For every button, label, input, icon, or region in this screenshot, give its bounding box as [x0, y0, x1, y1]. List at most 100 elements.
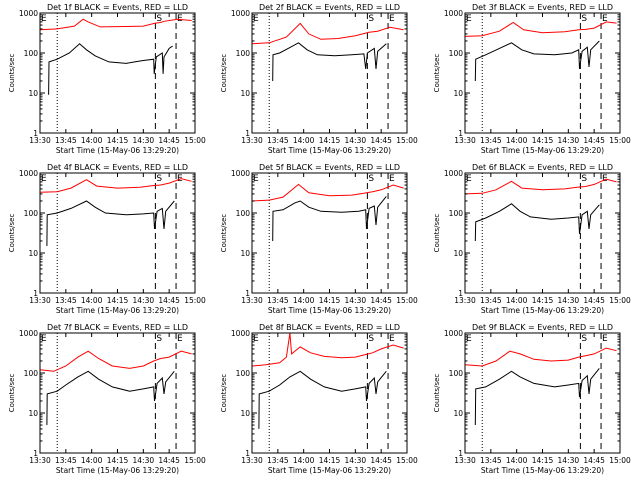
- y-tick-label: 1: [245, 289, 250, 298]
- series-line-lld: [251, 183, 404, 202]
- x-tick-label: 15:00: [396, 136, 418, 145]
- panel-title: Det 7f BLACK = Events, RED = LLD: [47, 323, 188, 332]
- series-line-lld: [464, 347, 617, 367]
- y-axis-label: Counts/sec: [433, 54, 441, 93]
- marker-label: S: [156, 334, 162, 344]
- series-line-lld: [39, 350, 192, 372]
- x-tick-label: 13:30: [29, 296, 51, 305]
- x-tick-label: 14:30: [558, 456, 580, 465]
- y-tick-label: 1: [33, 129, 38, 138]
- x-tick-label: 14:15: [532, 296, 554, 305]
- marker-label: E: [602, 174, 608, 184]
- x-tick-label: 13:45: [55, 296, 77, 305]
- x-tick-label: 14:45: [370, 456, 392, 465]
- y-tick-label: 1: [458, 289, 463, 298]
- x-tick-label: 13:45: [55, 456, 77, 465]
- x-axis-label: Start Time (15-May-06 13:29:20): [481, 306, 604, 315]
- y-tick-label: 1000: [231, 169, 250, 178]
- x-tick-label: 13:30: [454, 456, 476, 465]
- x-axis-label: Start Time (15-May-06 13:29:20): [268, 466, 391, 475]
- x-tick-label: 14:45: [370, 296, 392, 305]
- x-tick-label: 14:30: [558, 136, 580, 145]
- x-tick-label: 13:45: [267, 456, 289, 465]
- y-tick-label: 1: [245, 129, 250, 138]
- x-tick-label: 14:15: [319, 456, 341, 465]
- x-tick-label: 14:45: [158, 456, 180, 465]
- y-tick-label: 1000: [231, 9, 250, 18]
- panel-title: Det 1f BLACK = Events, RED = LLD: [47, 3, 188, 12]
- marker-label: E: [177, 334, 183, 344]
- y-tick-label: 10: [240, 249, 250, 258]
- y-tick-label: 1000: [444, 329, 463, 338]
- panel-title: Det 8f BLACK = Events, RED = LLD: [259, 323, 400, 332]
- x-tick-label: 14:15: [107, 296, 129, 305]
- y-tick-label: 1000: [19, 9, 38, 18]
- x-tick-label: 13:45: [480, 296, 502, 305]
- x-tick-label: 14:00: [293, 456, 315, 465]
- plot-frame: [251, 172, 408, 294]
- marker-label: E: [466, 334, 472, 344]
- y-axis-label: Counts/sec: [433, 374, 441, 413]
- marker-label: E: [466, 174, 472, 184]
- x-tick-label: 14:15: [319, 296, 341, 305]
- y-axis-label: Counts/sec: [220, 214, 228, 253]
- x-axis-label: Start Time (15-May-06 13:29:20): [481, 466, 604, 475]
- x-tick-label: 14:15: [107, 136, 129, 145]
- plot-frame: [464, 172, 621, 294]
- series-line-events: [474, 40, 600, 82]
- series-line-lld: [39, 178, 192, 193]
- x-tick-label: 15:00: [184, 136, 206, 145]
- x-tick-label: 14:00: [293, 136, 315, 145]
- x-tick-label: 15:00: [396, 296, 418, 305]
- y-tick-label: 100: [24, 49, 39, 58]
- y-axis-label: Counts/sec: [8, 214, 16, 253]
- x-tick-label: 13:30: [241, 136, 263, 145]
- series-line-lld: [251, 22, 404, 45]
- y-tick-label: 100: [449, 369, 464, 378]
- x-tick-label: 15:00: [396, 456, 418, 465]
- y-tick-label: 10: [28, 249, 38, 258]
- series-line-lld: [464, 178, 617, 195]
- y-tick-label: 10: [28, 89, 38, 98]
- marker-label: S: [368, 174, 374, 184]
- x-tick-label: 14:15: [107, 456, 129, 465]
- marker-label: S: [156, 174, 162, 184]
- x-axis-label: Start Time (15-May-06 13:29:20): [56, 306, 179, 315]
- x-tick-label: 13:30: [241, 296, 263, 305]
- x-tick-label: 14:45: [370, 136, 392, 145]
- x-tick-label: 14:30: [133, 136, 155, 145]
- x-axis-label: Start Time (15-May-06 13:29:20): [268, 306, 391, 315]
- plot-frame: [251, 12, 408, 134]
- x-tick-label: 13:30: [454, 296, 476, 305]
- y-axis-label: Counts/sec: [8, 374, 16, 413]
- y-axis-label: Counts/sec: [433, 214, 441, 253]
- plot-frame: [251, 332, 408, 454]
- x-axis-label: Start Time (15-May-06 13:29:20): [481, 146, 604, 155]
- x-tick-label: 14:30: [133, 456, 155, 465]
- marker-label: S: [581, 334, 587, 344]
- y-tick-label: 1000: [19, 169, 38, 178]
- marker-label: E: [41, 174, 47, 184]
- x-tick-label: 15:00: [184, 456, 206, 465]
- series-line-events: [474, 368, 600, 426]
- x-tick-label: 14:15: [532, 456, 554, 465]
- y-tick-label: 100: [236, 369, 251, 378]
- y-tick-label: 10: [240, 89, 250, 98]
- marker-label: S: [581, 14, 587, 24]
- series-line-lld: [251, 332, 404, 367]
- y-tick-label: 100: [24, 209, 39, 218]
- x-tick-label: 15:00: [609, 296, 631, 305]
- marker-label: E: [253, 334, 259, 344]
- series-line-events: [474, 203, 600, 242]
- panel-title: Det 6f BLACK = Events, RED = LLD: [472, 163, 613, 172]
- marker-label: E: [253, 14, 259, 24]
- x-tick-label: 13:45: [480, 136, 502, 145]
- panel-title: Det 4f BLACK = Events, RED = LLD: [47, 163, 188, 172]
- x-tick-label: 14:00: [506, 456, 528, 465]
- marker-label: S: [368, 334, 374, 344]
